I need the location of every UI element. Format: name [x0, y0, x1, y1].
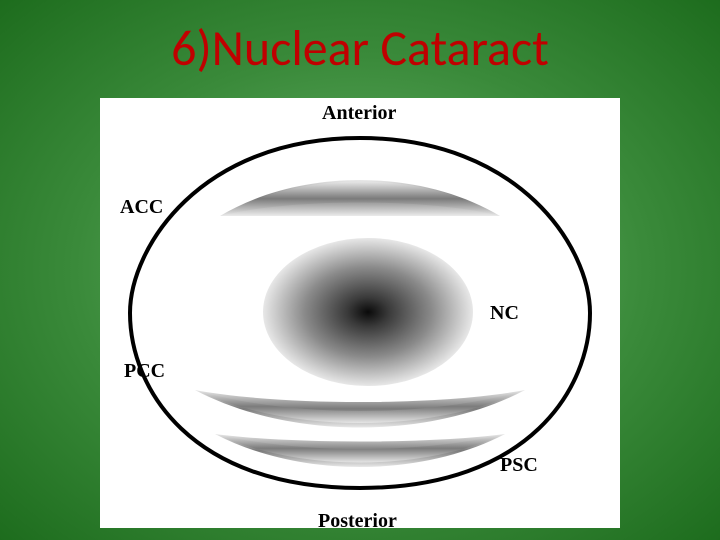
slide: 6)Nuclear Cataract [0, 0, 720, 540]
nucleus [263, 238, 473, 386]
label-psc: PSC [500, 454, 538, 477]
label-pcc: PCC [124, 360, 165, 383]
diagram-panel [100, 98, 620, 528]
label-nc: NC [490, 302, 519, 325]
label-posterior: Posterior [318, 510, 397, 533]
label-acc: ACC [120, 196, 163, 219]
slide-title: 6)Nuclear Cataract [0, 18, 720, 79]
label-anterior: Anterior [322, 102, 396, 125]
lens-diagram [100, 98, 620, 528]
